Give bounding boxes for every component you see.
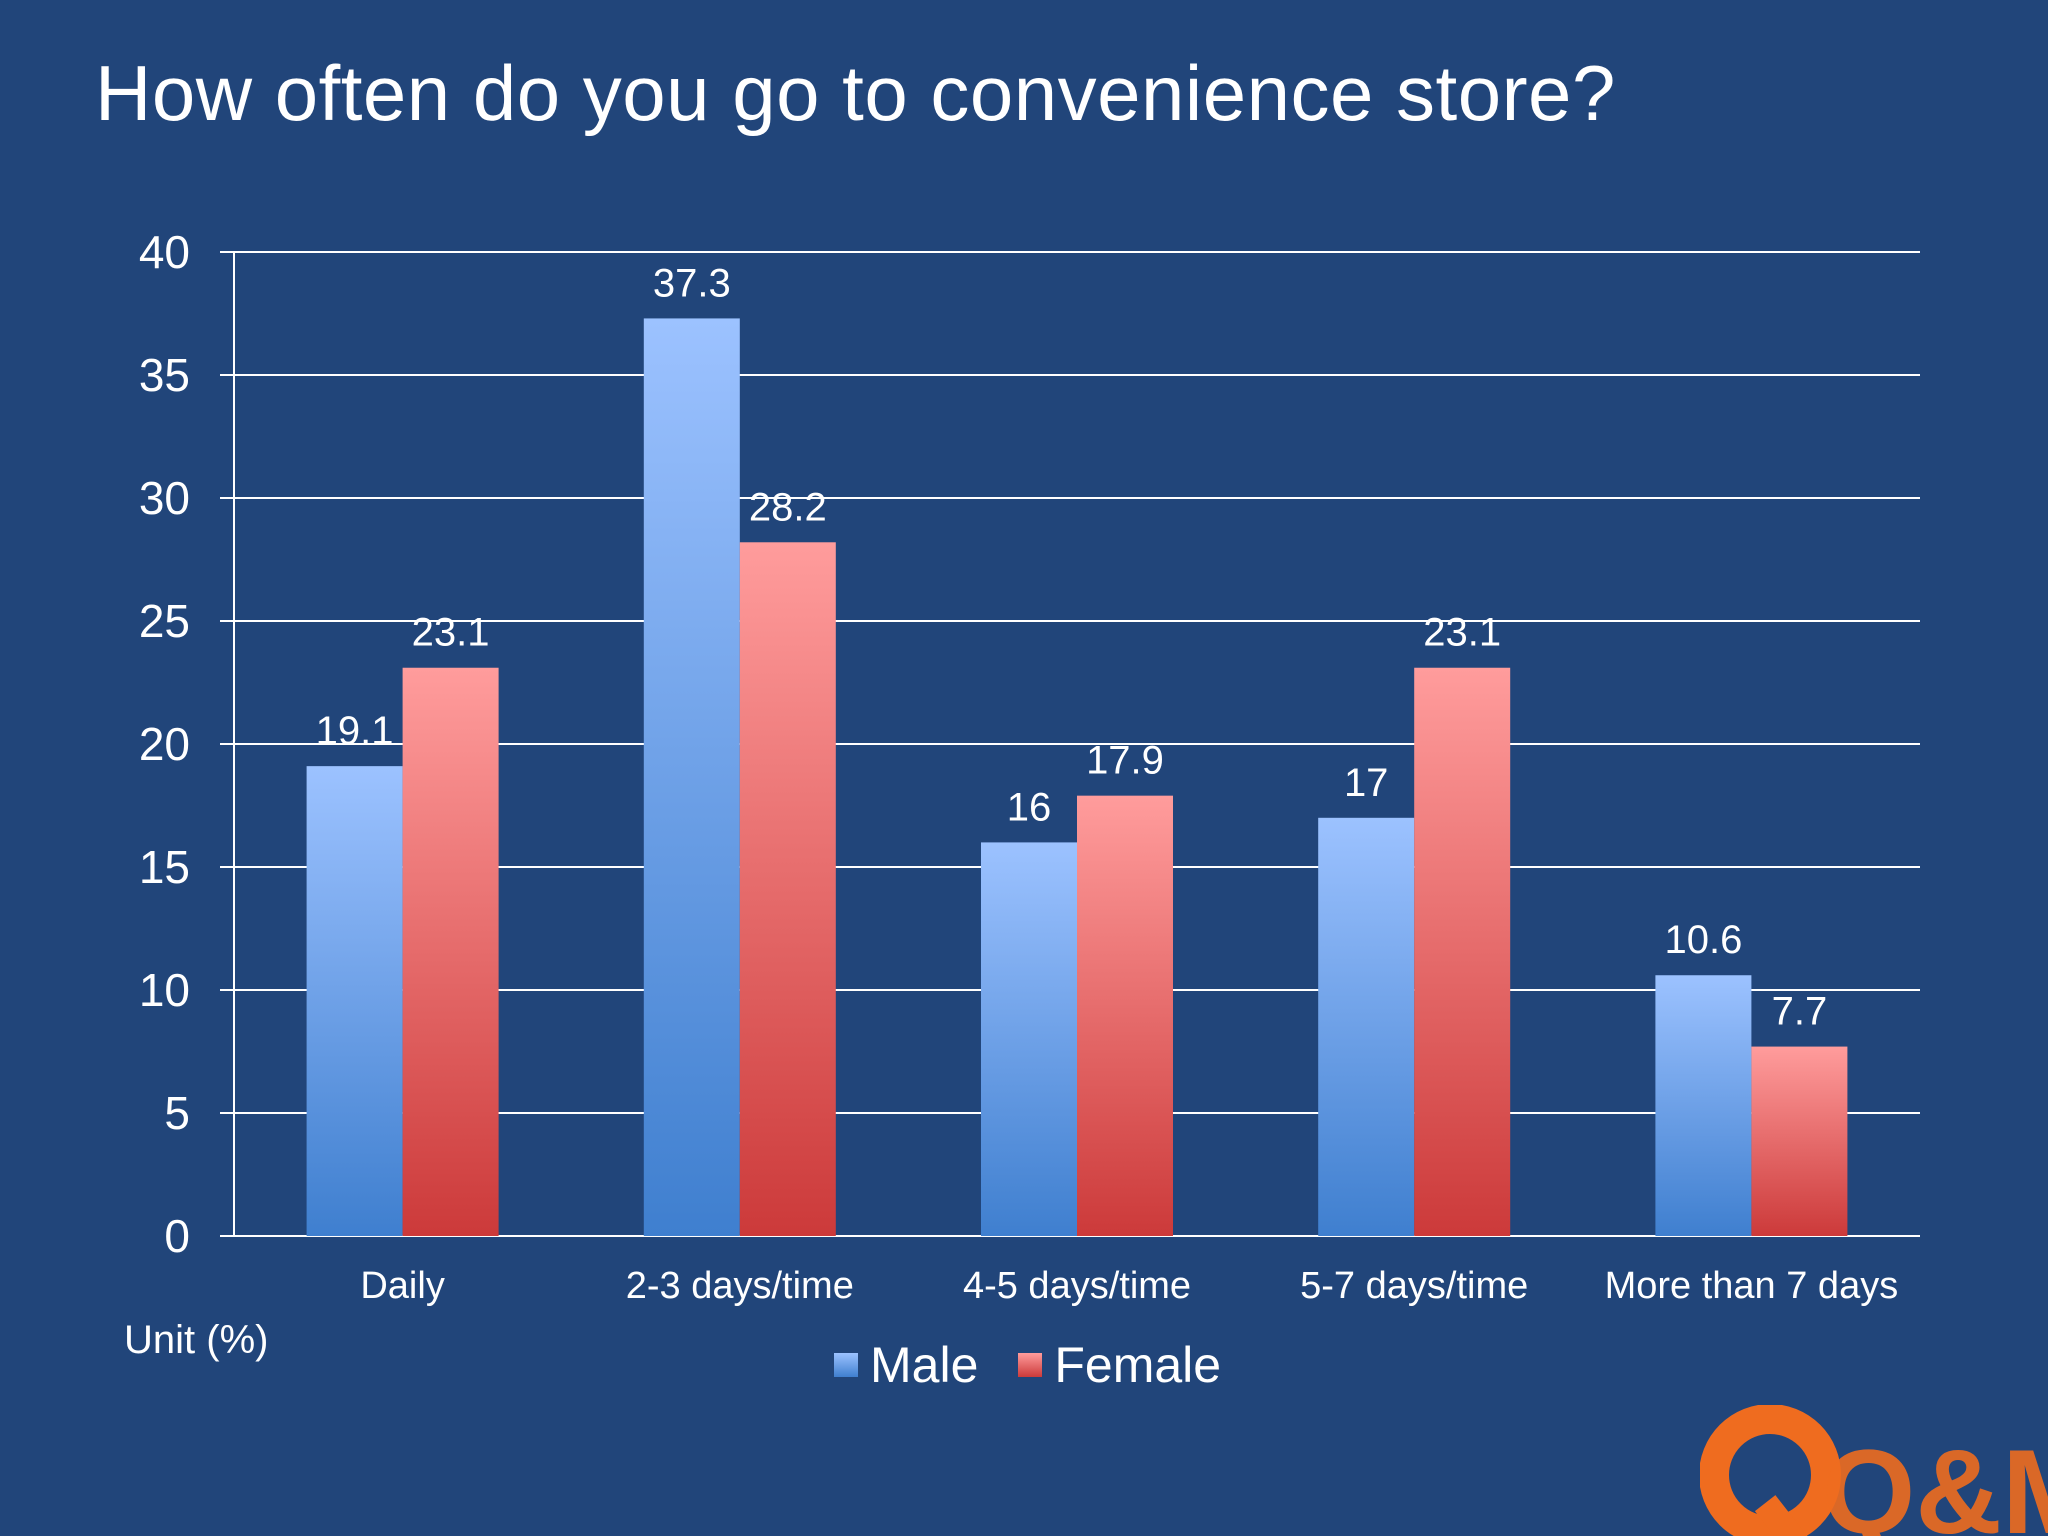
- y-tick-label: 5: [164, 1087, 190, 1139]
- bar-male: [1655, 975, 1752, 1236]
- x-tick-label: 4-5 days/time: [963, 1265, 1191, 1307]
- data-label-female: 17.9: [1086, 739, 1164, 783]
- data-label-female: 7.7: [1772, 990, 1828, 1034]
- y-tick-label: 35: [139, 349, 190, 401]
- bar-female: [1751, 1046, 1848, 1236]
- data-label-male: 17: [1344, 761, 1389, 805]
- bar-female: [402, 667, 499, 1236]
- bars: 19.1 23.1 37.3 28.2 16 17.9 17 23.1 10.6 7.7: [306, 261, 1848, 1236]
- data-label-male: 37.3: [653, 261, 731, 305]
- y-tick-label: 0: [164, 1210, 190, 1262]
- x-axis: Daily 2-3 days/time 4-5 days/time 5-7 days/…: [360, 1265, 1898, 1307]
- bar-male: [643, 318, 740, 1236]
- legend-item-female: Female: [1018, 1336, 1221, 1394]
- y-axis: 0 5 10 15 20 25 30 35 40: [139, 226, 235, 1262]
- x-tick-label: 2-3 days/time: [626, 1265, 854, 1307]
- unit-label: Unit (%): [124, 1318, 269, 1362]
- y-tick-label: 25: [139, 595, 190, 647]
- data-label-male: 16: [1007, 785, 1052, 829]
- x-tick-label: More than 7 days: [1605, 1265, 1899, 1307]
- legend-label-male: Male: [870, 1337, 979, 1393]
- y-tick-label: 10: [139, 964, 190, 1016]
- data-label-female: 28.2: [749, 485, 827, 529]
- legend-label-female: Female: [1054, 1337, 1222, 1393]
- bar-male: [1318, 817, 1415, 1236]
- x-tick-label: Daily: [360, 1265, 444, 1307]
- qme-logo: Q&Me: [1700, 1405, 2048, 1536]
- data-label-male: 19.1: [316, 709, 394, 753]
- legend-swatch-male: [834, 1353, 858, 1377]
- legend-item-male: Male: [834, 1336, 978, 1394]
- data-label-female: 23.1: [1423, 611, 1501, 655]
- y-tick-label: 15: [139, 841, 190, 893]
- bar-female: [739, 542, 836, 1236]
- x-tick-label: 5-7 days/time: [1300, 1265, 1528, 1307]
- bar-female: [1414, 667, 1511, 1236]
- bar-male: [981, 842, 1077, 1236]
- y-tick-label: 30: [139, 472, 190, 524]
- y-tick-label: 20: [139, 718, 190, 770]
- legend: Male Female: [834, 1336, 1261, 1394]
- bar-female: [1077, 795, 1173, 1236]
- bar-male: [306, 766, 403, 1236]
- logo-text: Q&Me: [1822, 1425, 2048, 1536]
- data-label-male: 10.6: [1664, 918, 1742, 962]
- chart-title: How often do you go to convenience store…: [95, 49, 1616, 137]
- legend-swatch-female: [1018, 1353, 1043, 1377]
- data-label-female: 23.1: [412, 611, 490, 655]
- y-tick-label: 40: [139, 226, 190, 278]
